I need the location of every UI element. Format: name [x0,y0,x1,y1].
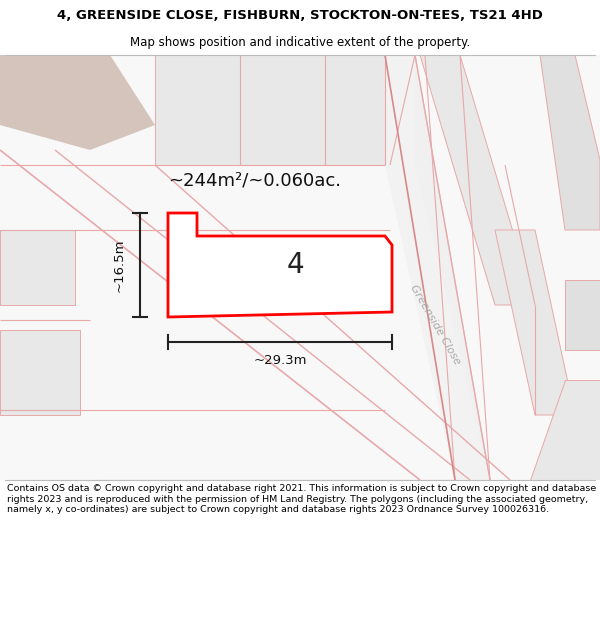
Text: 4: 4 [286,251,304,279]
Text: ~244m²/~0.060ac.: ~244m²/~0.060ac. [169,171,341,189]
Polygon shape [530,380,600,480]
Polygon shape [540,55,600,230]
Polygon shape [168,213,392,317]
Text: 4, GREENSIDE CLOSE, FISHBURN, STOCKTON-ON-TEES, TS21 4HD: 4, GREENSIDE CLOSE, FISHBURN, STOCKTON-O… [57,9,543,22]
Text: ~29.3m: ~29.3m [253,354,307,367]
Polygon shape [565,280,600,350]
Polygon shape [385,55,490,480]
Polygon shape [240,55,325,165]
Text: Greenside Close: Greenside Close [408,283,462,367]
Polygon shape [155,55,240,165]
Text: Map shows position and indicative extent of the property.: Map shows position and indicative extent… [130,36,470,49]
Polygon shape [0,55,600,480]
Polygon shape [385,165,490,480]
Polygon shape [0,330,80,415]
Polygon shape [0,55,155,150]
Polygon shape [325,55,385,165]
Text: ~16.5m: ~16.5m [113,238,126,292]
Polygon shape [420,55,535,305]
Polygon shape [385,55,415,165]
Polygon shape [495,230,575,415]
Text: Contains OS data © Crown copyright and database right 2021. This information is : Contains OS data © Crown copyright and d… [7,484,596,514]
Polygon shape [0,230,75,305]
